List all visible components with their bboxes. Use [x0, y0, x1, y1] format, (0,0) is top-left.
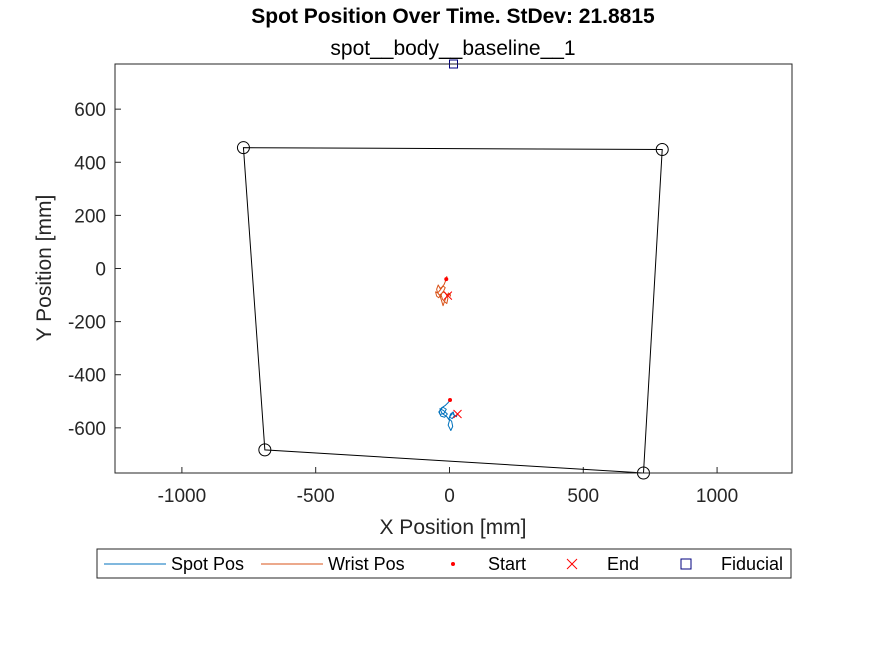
- y-axis-ticks: -600 -400 -200 0 200 400 600: [68, 100, 121, 440]
- legend-fiducial-marker: [680, 558, 692, 570]
- legend: Spot Pos Wrist Pos Start End Fiducial: [96, 548, 792, 579]
- y-axis-label: Y Position [mm]: [33, 195, 56, 342]
- x-tick-label: -500: [297, 486, 335, 507]
- y-tick-label: -400: [68, 366, 106, 387]
- end-marker: [443, 291, 453, 300]
- start-marker: [448, 397, 453, 402]
- legend-fiducial-label: Fiducial: [721, 554, 783, 574]
- x-tick-label: 500: [567, 486, 599, 507]
- x-tick-label: 1000: [696, 486, 738, 507]
- legend-end-label: End: [607, 554, 639, 574]
- x-tick-label: 0: [444, 486, 455, 507]
- y-tick-label: -200: [68, 313, 106, 334]
- legend-wrist-label: Wrist Pos: [328, 554, 405, 574]
- y-tick-label: 600: [74, 100, 106, 121]
- y-tick-label: 400: [74, 153, 106, 174]
- x-axis-label: X Position [mm]: [379, 516, 526, 539]
- legend-start-marker: [451, 562, 455, 566]
- chart-subtitle: spot__body__baseline__1: [330, 37, 575, 60]
- legend-spot-label: Spot Pos: [171, 554, 244, 574]
- boundary-vertex-marker: [655, 143, 669, 157]
- start-marker: [444, 277, 449, 282]
- plot-area-border: [114, 63, 793, 474]
- x-tick-label: -1000: [158, 486, 207, 507]
- chart-title: Spot Position Over Time. StDev: 21.8815: [251, 5, 655, 28]
- spot-pos-line: [438, 399, 458, 432]
- legend-end-marker: [566, 558, 578, 570]
- y-tick-label: 200: [74, 206, 106, 227]
- legend-start-label: Start: [488, 554, 526, 574]
- y-tick-label: -600: [68, 419, 106, 440]
- x-axis-ticks: -1000 -500 0 500 1000: [158, 467, 738, 507]
- legend-box: [96, 548, 792, 579]
- boundary-vertex-marker: [258, 443, 272, 457]
- boundary-vertex-marker: [236, 141, 250, 155]
- y-tick-label: 0: [95, 260, 106, 281]
- end-marker: [453, 409, 462, 419]
